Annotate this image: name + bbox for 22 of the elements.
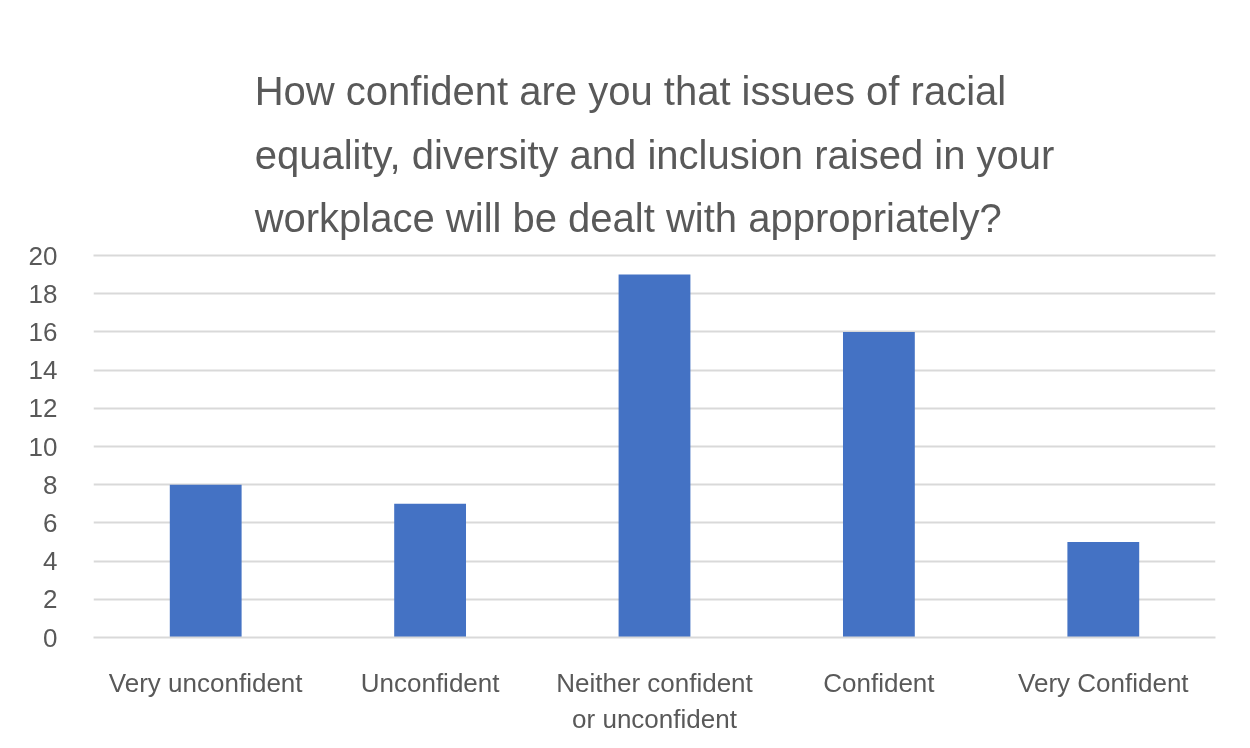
x-tick-label: Confident: [823, 667, 936, 698]
y-tick-label: 16: [28, 316, 58, 347]
x-tick-label: Unconfident: [360, 667, 501, 698]
bar: [1067, 542, 1140, 638]
y-tick-label: 18: [28, 278, 58, 309]
y-tick-label: 0: [43, 622, 58, 653]
y-tick-label: 10: [28, 431, 58, 462]
bar: [618, 274, 691, 638]
y-tick-label: 20: [28, 240, 58, 271]
y-tick-label: 8: [43, 469, 58, 500]
bar: [394, 503, 466, 638]
x-tick-label: Very Confident: [1018, 667, 1190, 698]
x-tick-label: Neither confident or unconfident: [556, 667, 754, 734]
y-tick-label: 12: [28, 393, 58, 424]
y-tick-label: 2: [43, 584, 58, 615]
bar: [169, 484, 242, 638]
y-tick-label: 6: [43, 507, 58, 538]
y-tick-label: 14: [28, 355, 58, 386]
bar: [843, 331, 915, 638]
x-tick-label: Very unconfident: [108, 667, 304, 698]
chart-title: How confident are you that issues of racial equality, diversity and inclusion raised in your workplace will be dealt with appropriately?: [253, 68, 1055, 241]
y-tick-label: 4: [43, 546, 58, 577]
